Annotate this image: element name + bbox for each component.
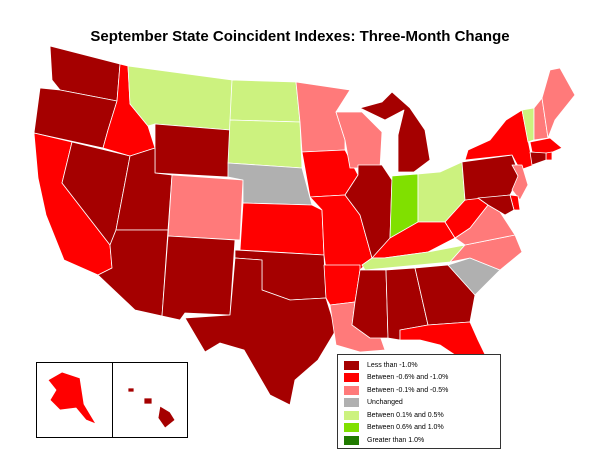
state-RI [545, 151, 553, 161]
state-TX [184, 257, 337, 406]
state-CO [167, 174, 244, 241]
state-NJ [511, 164, 529, 201]
legend-item: Between 0.1% and 0.5% [344, 409, 500, 422]
legend-swatch [344, 410, 359, 420]
legend-item: Between -0.6% and -1.0% [344, 372, 500, 385]
state-AR [323, 264, 361, 306]
inset-divider [112, 363, 113, 437]
legend-label: Between 0.6% and 1.0% [367, 424, 444, 432]
state-NM [161, 235, 236, 321]
legend-swatch [344, 398, 359, 408]
legend-label: Between -0.1% and -0.5% [367, 386, 449, 394]
map-title: September State Coincident Indexes: Thre… [90, 28, 510, 45]
legend-item: Unchanged [344, 397, 500, 410]
state-WY [154, 123, 231, 178]
legend: Less than -1.0% Between -0.6% and -1.0% Be… [337, 354, 501, 449]
legend-swatch [344, 360, 359, 370]
legend-item: Between 0.6% and 1.0% [344, 422, 500, 435]
state-MT [127, 65, 233, 131]
state-ME [541, 67, 576, 139]
state-KS [239, 202, 325, 256]
legend-swatch [344, 385, 359, 395]
alaska-hawaii-inset [36, 362, 188, 438]
state-MN [295, 81, 351, 153]
state-SD [227, 119, 303, 169]
state-MA [529, 137, 563, 155]
legend-label: Less than -1.0% [367, 361, 418, 369]
legend-swatch [344, 435, 359, 445]
legend-swatch [344, 373, 359, 383]
state-HI [127, 387, 176, 429]
state-GA [414, 264, 476, 326]
legend-label: Between -0.6% and -1.0% [367, 374, 449, 382]
state-MD [477, 194, 515, 216]
legend-item: Between -0.1% and -0.5% [344, 384, 500, 397]
state-ND [229, 79, 301, 123]
legend-label: Unchanged [367, 399, 403, 407]
legend-item: Less than -1.0% [344, 359, 500, 372]
legend-swatch [344, 423, 359, 433]
legend-label: Between 0.1% and 0.5% [367, 411, 444, 419]
legend-label: Greater than 1.0% [367, 436, 425, 444]
state-CT [529, 151, 547, 166]
legend-item: Greater than 1.0% [344, 434, 500, 447]
state-PA [461, 154, 521, 201]
state-AK [47, 371, 97, 425]
state-MI [359, 91, 431, 173]
state-TN [361, 244, 466, 271]
